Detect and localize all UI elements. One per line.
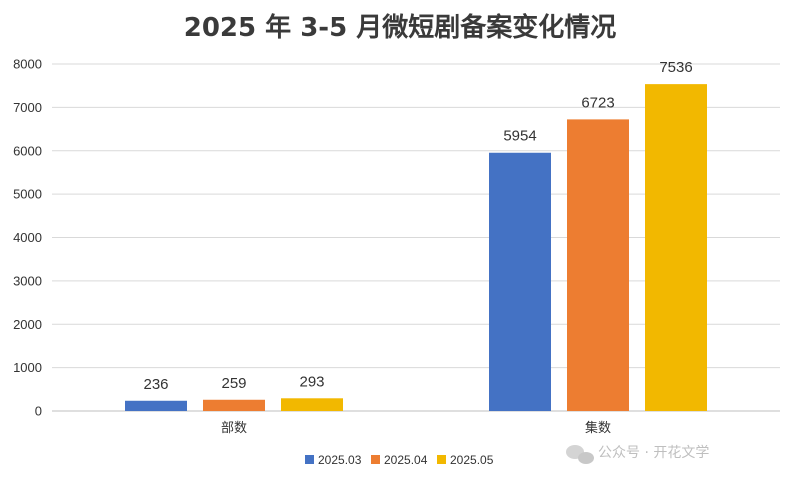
y-tick-label: 8000: [13, 57, 42, 72]
x-axis-categories: 部数 集数: [221, 420, 611, 436]
data-label: 259: [221, 375, 246, 392]
y-tick-label: 0: [35, 404, 42, 419]
y-tick-label: 3000: [13, 273, 42, 288]
y-tick-label: 2000: [13, 317, 42, 332]
bar: [489, 152, 551, 412]
data-labels: 236 259 293 5954 6723 7536: [143, 59, 692, 393]
y-tick-label: 7000: [13, 100, 42, 115]
watermark-text: 公众号 · 开花文学: [598, 445, 709, 461]
grid-lines: [52, 63, 780, 412]
wechat-icon: [566, 445, 594, 464]
data-label: 7536: [659, 59, 692, 76]
legend-label: 2025.05: [450, 453, 494, 467]
y-tick-label: 1000: [13, 360, 42, 375]
data-label: 5954: [503, 128, 536, 145]
legend-swatch: [437, 455, 446, 464]
legend-label: 2025.03: [318, 453, 362, 467]
bar: [125, 400, 187, 411]
legend-label: 2025.04: [384, 453, 428, 467]
bar: [645, 84, 707, 411]
bars: [125, 84, 707, 412]
bar: [203, 399, 265, 411]
bar: [281, 398, 343, 411]
chart-title: 2025 年 3-5 月微短剧备案变化情况: [184, 12, 617, 43]
data-label: 6723: [581, 94, 614, 111]
legend-swatch: [305, 455, 314, 464]
data-label: 293: [299, 373, 324, 390]
y-tick-label: 6000: [13, 143, 42, 158]
y-tick-label: 4000: [13, 230, 42, 245]
legend-swatch: [371, 455, 380, 464]
watermark: 公众号 · 开花文学: [566, 445, 709, 464]
y-axis-ticks: 0 1000 2000 3000 4000 5000 6000 7000 8000: [13, 57, 42, 419]
x-category-label: 集数: [585, 420, 611, 436]
data-label: 236: [143, 376, 168, 393]
bar: [567, 119, 629, 411]
x-category-label: 部数: [221, 421, 247, 436]
legend: 2025.03 2025.04 2025.05: [305, 453, 494, 467]
y-tick-label: 5000: [13, 187, 42, 202]
